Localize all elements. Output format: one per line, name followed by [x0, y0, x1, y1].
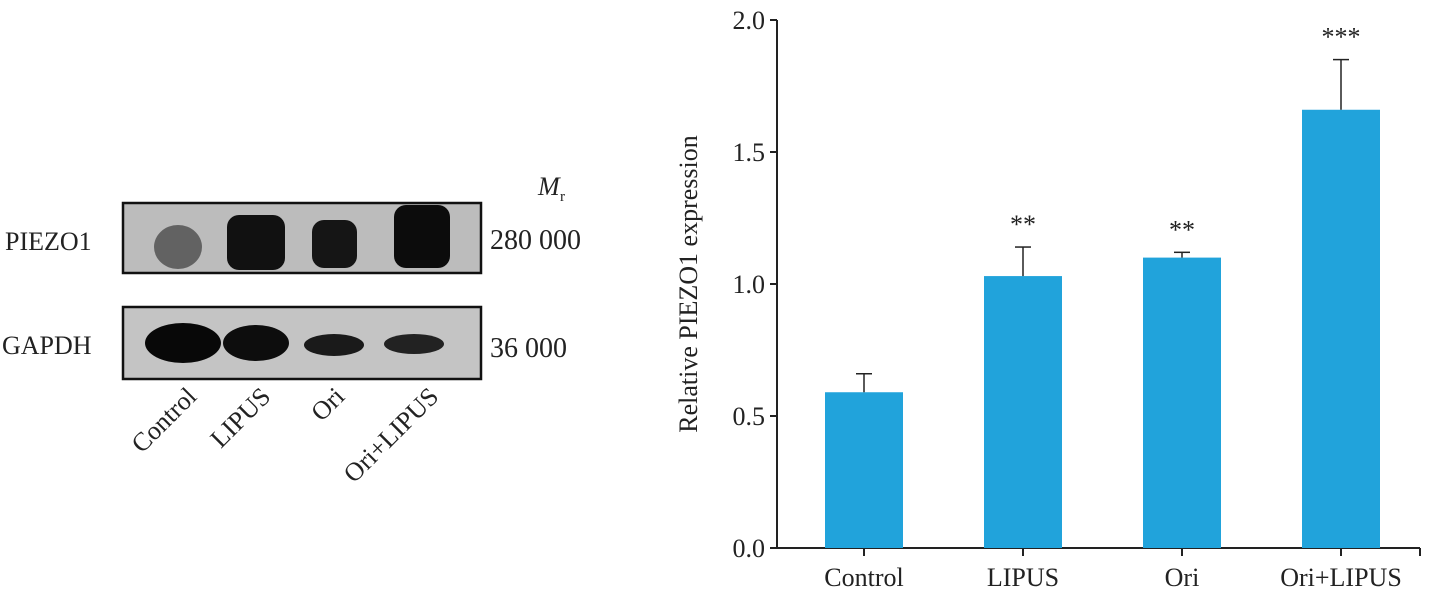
y-tick-label: 0.0 [733, 534, 766, 563]
x-tick-label: Ori+LIPUS [1280, 563, 1402, 591]
bar-ori [1143, 257, 1221, 548]
lane-label: Ori+LIPUS [338, 382, 444, 488]
band [394, 205, 450, 268]
significance-label: *** [1322, 23, 1361, 52]
lane-label: Ori [305, 382, 350, 427]
band [154, 225, 202, 269]
lane-label: LIPUS [205, 382, 277, 454]
x-tick-label: Control [824, 563, 903, 591]
band [304, 334, 364, 356]
band [223, 325, 289, 361]
bar-chart: Relative PIEZO1 expression 0.0 0.5 1.0 1.5 2… [674, 6, 1421, 591]
mw-piezo1: 280 000 [490, 225, 581, 256]
lane-label: Control [126, 382, 203, 459]
western-blot: M r PIEZO1 280 000 GAPDH 36 000 Control … [2, 172, 581, 488]
bar-ori-lipus [1302, 109, 1380, 548]
mw-gapdh: 36 000 [490, 333, 567, 364]
significance-label: ** [1169, 215, 1195, 244]
row-label-gapdh: GAPDH [2, 331, 92, 360]
bar-lipus [984, 276, 1062, 548]
significance-label: ** [1010, 210, 1036, 239]
y-tick-label: 2.0 [733, 6, 766, 35]
band [312, 220, 357, 268]
y-tick-label: 1.5 [733, 138, 766, 167]
y-axis-label: Relative PIEZO1 expression [674, 135, 703, 433]
row-label-piezo1: PIEZO1 [5, 227, 92, 256]
band [145, 323, 221, 363]
x-tick-label: Ori [1165, 563, 1200, 591]
y-tick-label: 0.5 [733, 402, 766, 431]
mr-subscript: r [560, 189, 565, 205]
band [384, 334, 444, 354]
band [227, 215, 285, 270]
x-tick-label: LIPUS [987, 563, 1059, 591]
mr-label: M [537, 172, 561, 201]
y-tick-label: 1.0 [733, 270, 766, 299]
bar-control [825, 392, 903, 548]
